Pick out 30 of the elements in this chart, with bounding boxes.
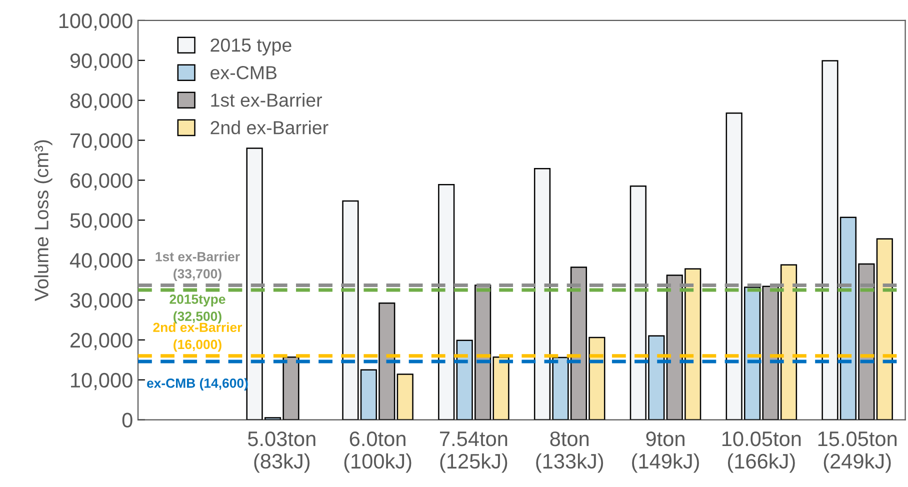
legend-label: 2015 type [210,38,292,56]
x-tick-label: 6.0ton (100kJ) [344,431,412,473]
ref-line-label: 1st ex-Barrier (33,700) [156,252,240,282]
y-tick-label: 80,000 [70,93,132,111]
y-tick-label: 90,000 [70,53,132,71]
y-axis-title: Volume Loss (cm³) [34,140,52,302]
x-tick-label: 10.05ton (166kJ) [722,431,801,473]
y-tick-label: 10,000 [71,372,132,390]
y-tick-label: 30,000 [70,292,132,310]
ref-line-label: 2nd ex-Barrier (16,000) [153,322,242,352]
ref-line-label: 2015type (32,500) [170,294,226,324]
bar [876,238,893,420]
x-tick-label: 7.54ton (125kJ) [440,432,508,473]
x-tick-label: 15.05ton (249kJ) [818,431,897,473]
x-tick-label: 9ton (149kJ) [632,431,699,473]
bar [438,184,455,420]
x-tick-label: 8ton (133kJ) [536,431,604,473]
bar [342,200,359,420]
y-tick-label: 100,000 [59,13,132,31]
x-tick-label: 5.03ton (83kJ) [248,431,316,473]
y-tick-label: 40,000 [70,253,132,270]
bar [396,374,414,420]
y-tick-label: 70,000 [70,133,132,150]
y-tick-label: 0 [122,412,132,428]
legend-label: 1st ex-Barrier [211,93,322,107]
y-tick-label: 20,000 [70,332,132,350]
legend-label: ex-CMB [210,66,277,80]
legend-label: 2nd ex-Barrier [210,120,328,134]
y-tick-label: 50,000 [70,213,132,230]
y-tick-label: 60,000 [70,173,132,190]
